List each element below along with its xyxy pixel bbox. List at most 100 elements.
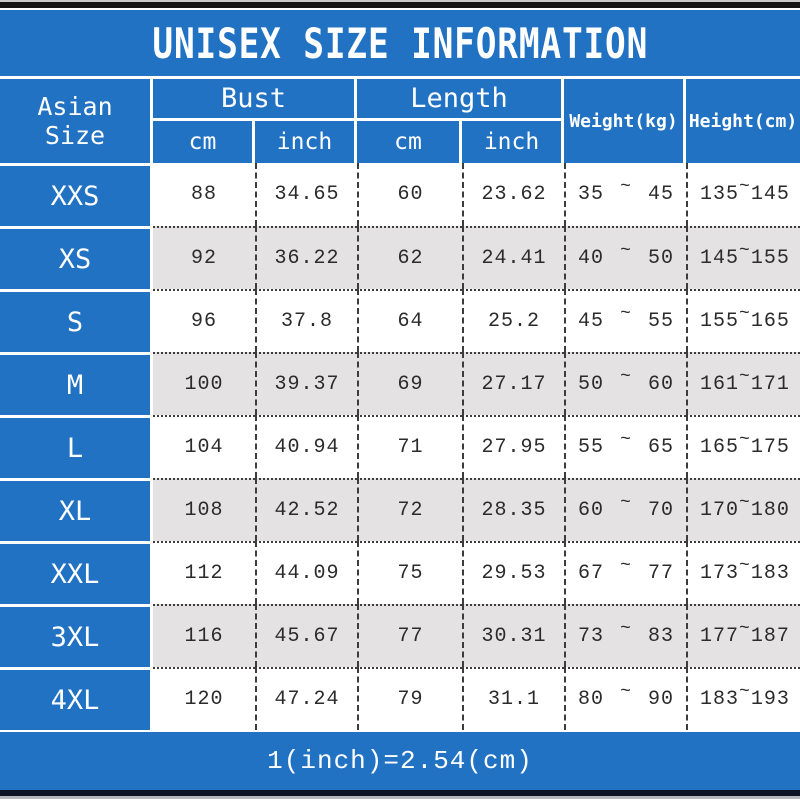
bust-cm-cell: 120 xyxy=(153,667,255,730)
range: 50 ~60 xyxy=(566,367,686,396)
range-max: 183 xyxy=(750,562,790,585)
divider xyxy=(0,8,800,10)
length-inch-cell: 30.31 xyxy=(462,604,565,667)
table-row: S 96 37.8 64 25.2 45 ~55 155 ~165 xyxy=(0,289,800,352)
height-range-cell: 177 ~187 xyxy=(686,604,800,667)
range: 73 ~83 xyxy=(566,619,686,648)
size-label: XL xyxy=(0,478,153,541)
size-label: 3XL xyxy=(0,604,153,667)
height-range-cell: 165 ~175 xyxy=(686,415,800,478)
range-max: 193 xyxy=(750,688,790,711)
range-min: 155 xyxy=(700,310,740,333)
tilde-symbol: ~ xyxy=(739,618,751,639)
size-table: Asian Size Bust Length Weight(kg) Height… xyxy=(0,79,800,730)
tilde-symbol: ~ xyxy=(620,240,632,261)
size-label: 4XL xyxy=(0,667,153,730)
range-min: 170 xyxy=(700,499,740,522)
height-range-cell: 161 ~171 xyxy=(686,352,800,415)
range-min: 60 xyxy=(578,499,605,522)
bust-cm-cell: 92 xyxy=(153,226,255,289)
tilde-symbol: ~ xyxy=(620,492,632,513)
range: 161 ~171 xyxy=(688,367,800,396)
size-label: XS xyxy=(0,226,153,289)
range: 170 ~180 xyxy=(688,493,800,522)
length-cm-cell: 64 xyxy=(357,289,462,352)
tilde-symbol: ~ xyxy=(620,618,632,639)
subheader-length-cm: cm xyxy=(357,121,462,163)
range-max: 77 xyxy=(648,562,675,585)
tilde-symbol: ~ xyxy=(620,176,632,197)
range-min: 177 xyxy=(700,625,740,648)
tilde-symbol: ~ xyxy=(620,681,632,702)
size-label: L xyxy=(0,415,153,478)
range-max: 70 xyxy=(648,499,675,522)
length-inch-cell: 28.35 xyxy=(462,478,565,541)
conversion-note: 1(inch)=2.54(cm) xyxy=(267,746,533,776)
bust-cm-cell: 108 xyxy=(153,478,255,541)
bust-cm-cell: 116 xyxy=(153,604,255,667)
tilde-symbol: ~ xyxy=(620,429,632,450)
range: 67 ~77 xyxy=(566,556,686,585)
length-cm-cell: 69 xyxy=(357,352,462,415)
size-label: XXL xyxy=(0,541,153,604)
height-range-cell: 173 ~183 xyxy=(686,541,800,604)
page-title: UNISEX SIZE INFORMATION xyxy=(152,18,648,68)
size-label: M xyxy=(0,352,153,415)
length-inch-cell: 27.17 xyxy=(462,352,565,415)
range-min: 45 xyxy=(578,310,605,333)
weight-range-cell: 55 ~65 xyxy=(564,415,687,478)
range-max: 50 xyxy=(648,247,675,270)
range-max: 45 xyxy=(648,183,675,206)
length-cm-cell: 79 xyxy=(357,667,462,730)
length-cm-cell: 77 xyxy=(357,604,462,667)
subheader-bust-inch: inch xyxy=(255,121,357,163)
bust-inch-cell: 45.67 xyxy=(255,604,357,667)
length-inch-cell: 31.1 xyxy=(462,667,565,730)
bust-inch-cell: 37.8 xyxy=(255,289,357,352)
range-max: 65 xyxy=(648,436,675,459)
range-min: 135 xyxy=(700,183,740,206)
bust-inch-cell: 40.94 xyxy=(255,415,357,478)
bottom-dark-bar xyxy=(0,790,800,796)
tilde-symbol: ~ xyxy=(739,555,751,576)
bust-inch-cell: 47.24 xyxy=(255,667,357,730)
tilde-symbol: ~ xyxy=(739,366,751,387)
height-range-cell: 155 ~165 xyxy=(686,289,800,352)
range-max: 155 xyxy=(750,247,790,270)
range-min: 40 xyxy=(578,247,605,270)
range: 173 ~183 xyxy=(688,556,800,585)
range-min: 183 xyxy=(700,688,740,711)
bust-inch-cell: 36.22 xyxy=(255,226,357,289)
group-header-bust: Bust xyxy=(153,79,357,121)
tilde-symbol: ~ xyxy=(739,429,751,450)
top-light-strip xyxy=(0,0,800,2)
weight-range-cell: 40 ~50 xyxy=(564,226,687,289)
range-max: 60 xyxy=(648,373,675,396)
range: 80 ~90 xyxy=(566,682,686,711)
top-dark-bar xyxy=(0,2,800,8)
weight-range-cell: 50 ~60 xyxy=(564,352,687,415)
length-cm-cell: 60 xyxy=(357,163,462,226)
tilde-symbol: ~ xyxy=(739,303,751,324)
weight-range-cell: 67 ~77 xyxy=(564,541,687,604)
tilde-symbol: ~ xyxy=(620,555,632,576)
range: 145 ~155 xyxy=(688,241,800,270)
range: 35 ~45 xyxy=(566,177,686,206)
tilde-symbol: ~ xyxy=(739,681,751,702)
length-inch-cell: 24.41 xyxy=(462,226,565,289)
length-cm-cell: 62 xyxy=(357,226,462,289)
range: 165 ~175 xyxy=(688,430,800,459)
table-row: 4XL 120 47.24 79 31.1 80 ~90 183 ~193 xyxy=(0,667,800,730)
column-header-height: Height(cm) xyxy=(686,79,800,163)
range: 45 ~55 xyxy=(566,304,686,333)
range-max: 165 xyxy=(750,310,790,333)
range-max: 55 xyxy=(648,310,675,333)
bust-inch-cell: 34.65 xyxy=(255,163,357,226)
bust-inch-cell: 44.09 xyxy=(255,541,357,604)
length-cm-cell: 75 xyxy=(357,541,462,604)
bottom-light-strip xyxy=(0,796,800,799)
length-inch-cell: 25.2 xyxy=(462,289,565,352)
bust-inch-cell: 42.52 xyxy=(255,478,357,541)
range-min: 173 xyxy=(700,562,740,585)
